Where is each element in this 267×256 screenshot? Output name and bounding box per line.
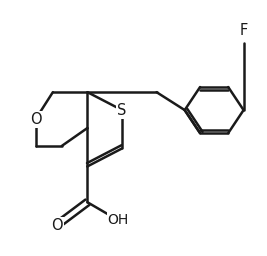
Text: OH: OH	[108, 213, 129, 227]
Text: F: F	[239, 23, 248, 38]
Text: O: O	[30, 112, 42, 126]
Text: O: O	[51, 218, 62, 233]
Text: S: S	[117, 103, 127, 118]
